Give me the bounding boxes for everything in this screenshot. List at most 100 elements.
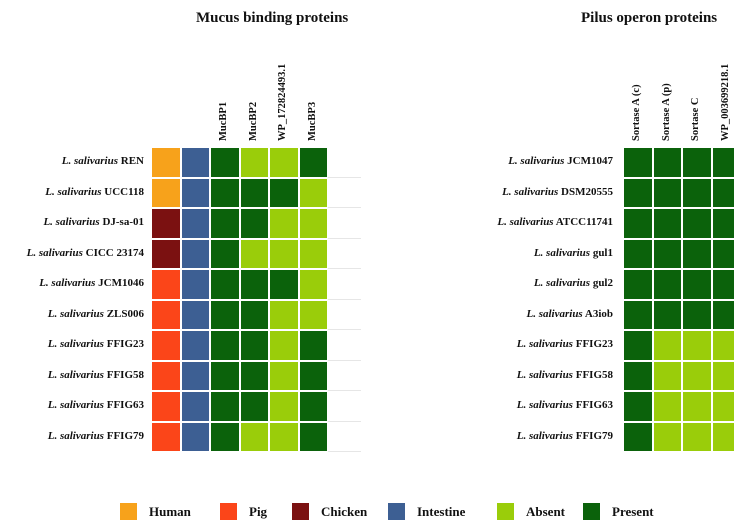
species-name: L. salivarius — [47, 338, 104, 350]
source-cell — [180, 330, 210, 361]
species-name: L. salivarius — [47, 307, 104, 320]
gene-cell — [239, 299, 269, 330]
row-label: L. salivarius ZLS006 — [48, 308, 144, 320]
gene-cell — [269, 238, 299, 269]
gene-cell — [298, 208, 328, 239]
gene-cell — [682, 360, 712, 391]
gene-cell — [210, 330, 240, 361]
gene-cell — [269, 360, 299, 391]
row-label: L. salivarius FFIG79 — [517, 430, 613, 442]
gene-cell — [652, 391, 682, 422]
host-cell — [151, 330, 181, 361]
gene-cell — [682, 299, 712, 330]
row-label: L. salivarius gul2 — [534, 277, 613, 289]
strain-name: gul2 — [592, 277, 613, 289]
source-cell — [180, 421, 210, 452]
gene-cell — [239, 391, 269, 422]
gene-cell — [623, 177, 653, 208]
gene-cell — [239, 208, 269, 239]
source-cell — [180, 208, 210, 239]
strain-name: A3iob — [584, 307, 613, 320]
species-name: L. salivarius — [516, 368, 573, 381]
species-name: L. salivarius — [497, 216, 554, 228]
gene-cell — [652, 299, 682, 330]
source-cell — [180, 147, 210, 178]
row-label: L. salivarius gul1 — [534, 247, 613, 259]
gene-cell — [711, 360, 735, 391]
legend-label: Intestine — [417, 503, 466, 519]
species-name: L. salivarius — [508, 155, 565, 167]
strain-name: JCM1046 — [98, 277, 144, 289]
legend-item: Chicken — [292, 503, 367, 520]
gene-cell — [623, 269, 653, 300]
right-panel-title: Pilus operon proteins — [581, 10, 718, 26]
strain-name: FFIG63 — [575, 399, 613, 411]
source-cell — [180, 299, 210, 330]
strain-name: CICC 23174 — [85, 246, 144, 259]
gene-cell — [269, 391, 299, 422]
gene-cell — [239, 238, 269, 269]
species-name: L. salivarius — [516, 429, 573, 442]
gene-cell — [623, 360, 653, 391]
source-cell — [180, 177, 210, 208]
gene-cell — [298, 299, 328, 330]
legend-item: Absent — [497, 503, 565, 520]
gene-cell — [682, 147, 712, 178]
legend-item: Human — [120, 503, 191, 520]
strain-name: JCM1047 — [567, 155, 613, 167]
gene-cell — [210, 391, 240, 422]
gene-cell — [652, 360, 682, 391]
gene-cell — [210, 208, 240, 239]
row-label: L. salivarius FFIG79 — [48, 430, 144, 442]
gene-cell — [682, 177, 712, 208]
row-label: L. salivarius FFIG58 — [48, 369, 144, 381]
source-cell — [180, 391, 210, 422]
host-cell — [151, 269, 181, 300]
strain-name: FFIG23 — [575, 338, 613, 350]
species-name: L. salivarius — [45, 185, 102, 198]
species-name: L. salivarius — [516, 338, 573, 350]
gene-cell — [298, 238, 328, 269]
gene-cell — [652, 238, 682, 269]
left-panel-title: Mucus binding proteins — [196, 10, 349, 26]
gene-cell — [623, 330, 653, 361]
species-name: L. salivarius — [533, 277, 591, 289]
column-header: WP_003699218.1 — [719, 63, 731, 141]
gene-cell — [652, 147, 682, 178]
gene-cell — [269, 269, 299, 300]
strain-name: ATCC11741 — [555, 216, 613, 228]
gene-cell — [623, 391, 653, 422]
gene-cell — [269, 421, 299, 452]
gene-cell — [269, 299, 299, 330]
source-cell — [180, 269, 210, 300]
gene-cell — [210, 147, 240, 178]
species-name: L. salivarius — [533, 246, 591, 259]
gene-cell — [652, 269, 682, 300]
strain-name: ZLS006 — [106, 307, 144, 320]
row-label: L. salivarius JCM1047 — [508, 155, 613, 167]
host-cell — [151, 238, 181, 269]
gene-cell — [239, 269, 269, 300]
legend-item: Pig — [220, 503, 267, 520]
gene-cell — [298, 177, 328, 208]
row-label: L. salivarius FFIG23 — [48, 338, 144, 350]
row-label: L. salivarius A3iob — [526, 308, 613, 320]
gene-cell — [298, 269, 328, 300]
row-label: L. salivarius DSM20555 — [502, 186, 613, 198]
gene-cell — [210, 238, 240, 269]
gene-cell — [298, 360, 328, 391]
gene-cell — [682, 421, 712, 452]
legend-swatch — [583, 503, 600, 520]
species-name: L. salivarius — [39, 277, 96, 289]
strain-name: FFIG23 — [106, 338, 144, 350]
host-cell — [151, 147, 181, 178]
gene-cell — [239, 421, 269, 452]
gene-cell — [711, 147, 735, 178]
species-name: L. salivarius — [47, 399, 104, 411]
column-header: Sortase C — [690, 97, 701, 141]
host-cell — [151, 391, 181, 422]
gene-cell — [298, 421, 328, 452]
strain-name: FFIG58 — [106, 368, 144, 381]
column-header: MucBP2 — [247, 101, 259, 141]
column-header: Sortase A (p) — [660, 83, 672, 141]
